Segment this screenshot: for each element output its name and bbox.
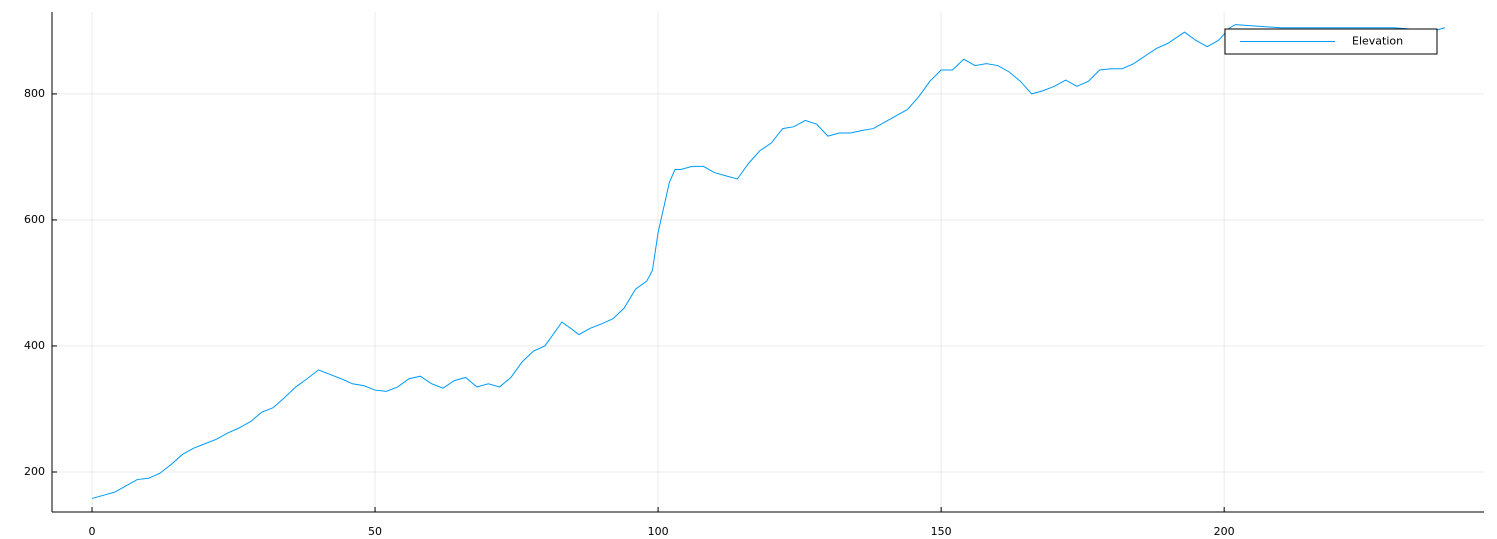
x-tick-label: 0 (89, 525, 96, 538)
y-tick-label: 600 (24, 213, 45, 226)
y-tick-label: 800 (24, 87, 45, 100)
x-tick-label: 50 (368, 525, 382, 538)
x-tick-label: 150 (931, 525, 952, 538)
x-tick-label: 200 (1214, 525, 1235, 538)
y-tick-label: 200 (24, 465, 45, 478)
y-tick-label: 400 (24, 339, 45, 352)
line (91, 24, 1446, 499)
legend-label: Elevation (1352, 35, 1403, 48)
x-tick-label: 100 (648, 525, 669, 538)
